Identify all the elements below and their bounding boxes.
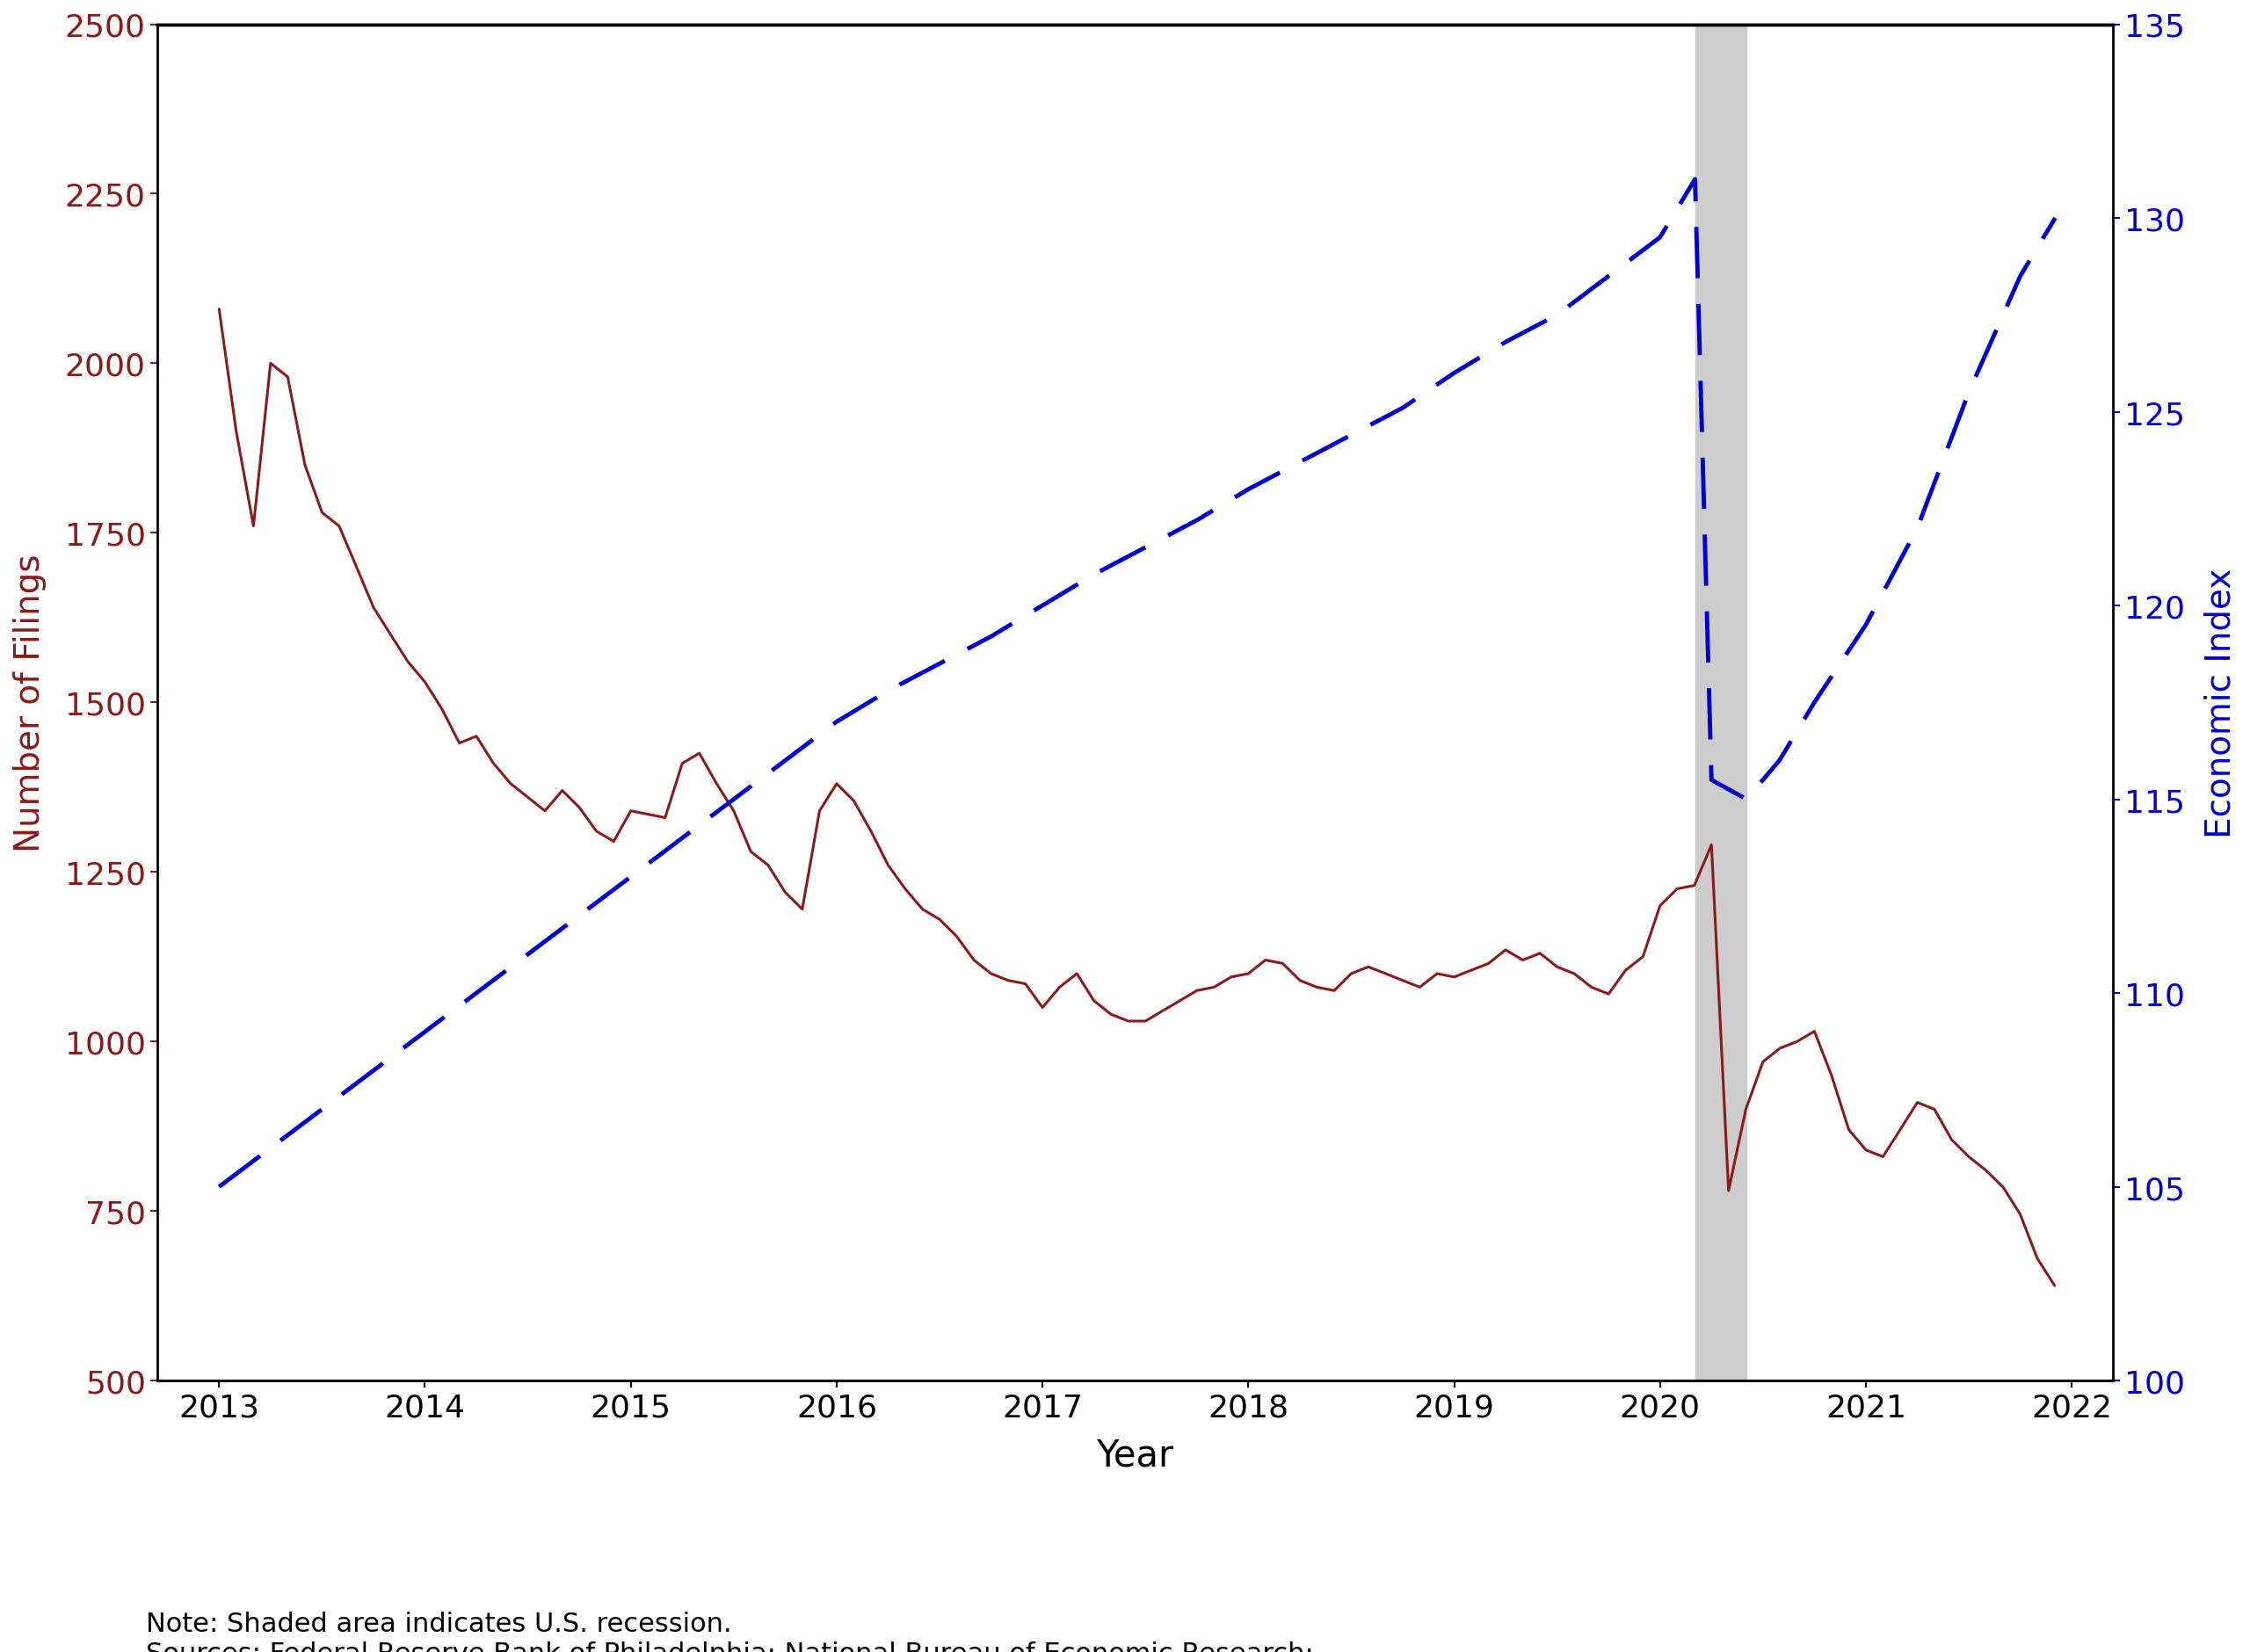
Y-axis label: Number of Filings: Number of Filings <box>14 553 47 852</box>
Bar <box>1694 25 1746 1381</box>
Text: Note: Shaded area indicates U.S. recession.
Sources: Federal Reserve Bank of Phi: Note: Shaded area indicates U.S. recessi… <box>146 1611 1314 1652</box>
Y-axis label: Economic Index: Economic Index <box>2203 568 2236 838</box>
X-axis label: Year: Year <box>1096 1437 1175 1474</box>
